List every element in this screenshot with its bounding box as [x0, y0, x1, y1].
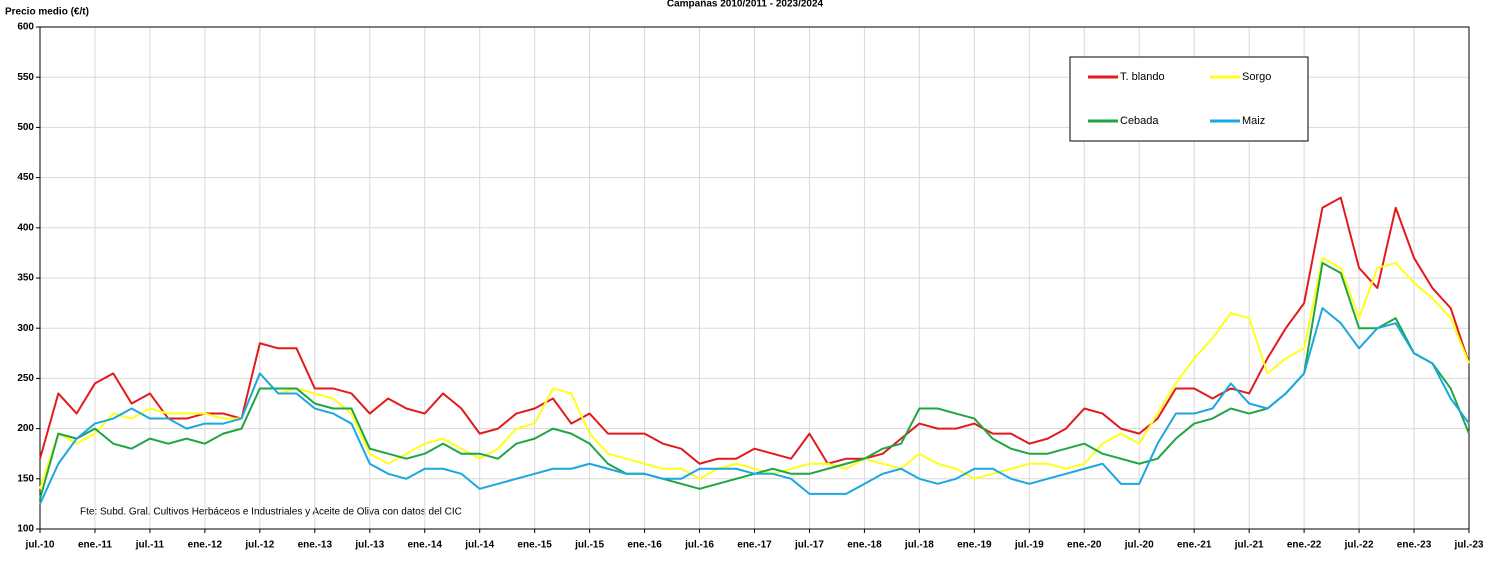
legend-label: Cebada: [1120, 115, 1159, 127]
x-tick-label: jul.-19: [1014, 540, 1044, 551]
x-tick-label: ene.-21: [1177, 540, 1212, 551]
x-tick-label: jul.-15: [574, 540, 604, 551]
y-tick-label: 450: [17, 172, 34, 183]
x-tick-label: jul.-11: [135, 540, 165, 551]
x-tick-label: jul.-22: [1344, 540, 1374, 551]
legend-box: [1069, 56, 1309, 142]
x-tick-label: ene.-22: [1287, 540, 1322, 551]
y-tick-label: 150: [17, 473, 34, 484]
x-tick-label: jul.-21: [1234, 540, 1264, 551]
legend-label: Sorgo: [1242, 71, 1271, 83]
x-tick-label: ene.-20: [1067, 540, 1102, 551]
x-tick-label: ene.-12: [188, 540, 223, 551]
source-note: Fte: Subd. Gral. Cultivos Herbáceos e In…: [80, 507, 462, 518]
y-tick-label: 550: [17, 72, 34, 83]
x-tick-label: jul.-20: [1124, 540, 1154, 551]
y-tick-label: 250: [17, 373, 34, 384]
x-tick-label: ene.-13: [298, 540, 333, 551]
y-tick-label: 100: [17, 524, 34, 535]
y-tick-label: 500: [17, 122, 34, 133]
x-tick-label: ene.-17: [737, 540, 772, 551]
y-tick-label: 600: [17, 22, 34, 33]
series-line: [39, 196, 1470, 465]
legend-label: T. blando: [1120, 71, 1165, 83]
x-tick-label: ene.-18: [847, 540, 882, 551]
x-tick-label: jul.-18: [904, 540, 934, 551]
series-line: [39, 307, 1470, 505]
x-tick-label: jul.-12: [244, 540, 274, 551]
x-tick-label: jul.-13: [354, 540, 384, 551]
y-tick-label: 300: [17, 323, 34, 334]
x-tick-label: ene.-14: [407, 540, 442, 551]
plot: 100 150 200 250 300 350 400 450 500 550 600 jul.-10…: [17, 22, 1484, 551]
x-tick-label: jul.-16: [684, 540, 714, 551]
x-tick-label: ene.-11: [78, 540, 112, 551]
x-tick-label: ene.-19: [957, 540, 992, 551]
x-tick-label: ene.-15: [517, 540, 552, 551]
chart-title: Campañas 2010/2011 - 2023/2024: [667, 0, 824, 10]
plot-frame: [39, 26, 1470, 530]
y-tick-label: 200: [17, 423, 34, 434]
y-tick-label: 350: [17, 273, 34, 284]
x-tick-label: jul.-23: [1454, 540, 1484, 551]
y-tick-label: 400: [17, 222, 34, 233]
x-tick-label: jul.-14: [464, 540, 494, 551]
legend-label: Maiz: [1242, 115, 1265, 127]
x-tick-label: jul.-17: [794, 540, 824, 551]
y-axis-label: Precio medio (€/t): [5, 7, 89, 18]
x-tick-label: jul.-10: [25, 540, 55, 551]
x-tick-label: ene.-23: [1397, 540, 1432, 551]
x-tick-label: ene.-16: [627, 540, 662, 551]
